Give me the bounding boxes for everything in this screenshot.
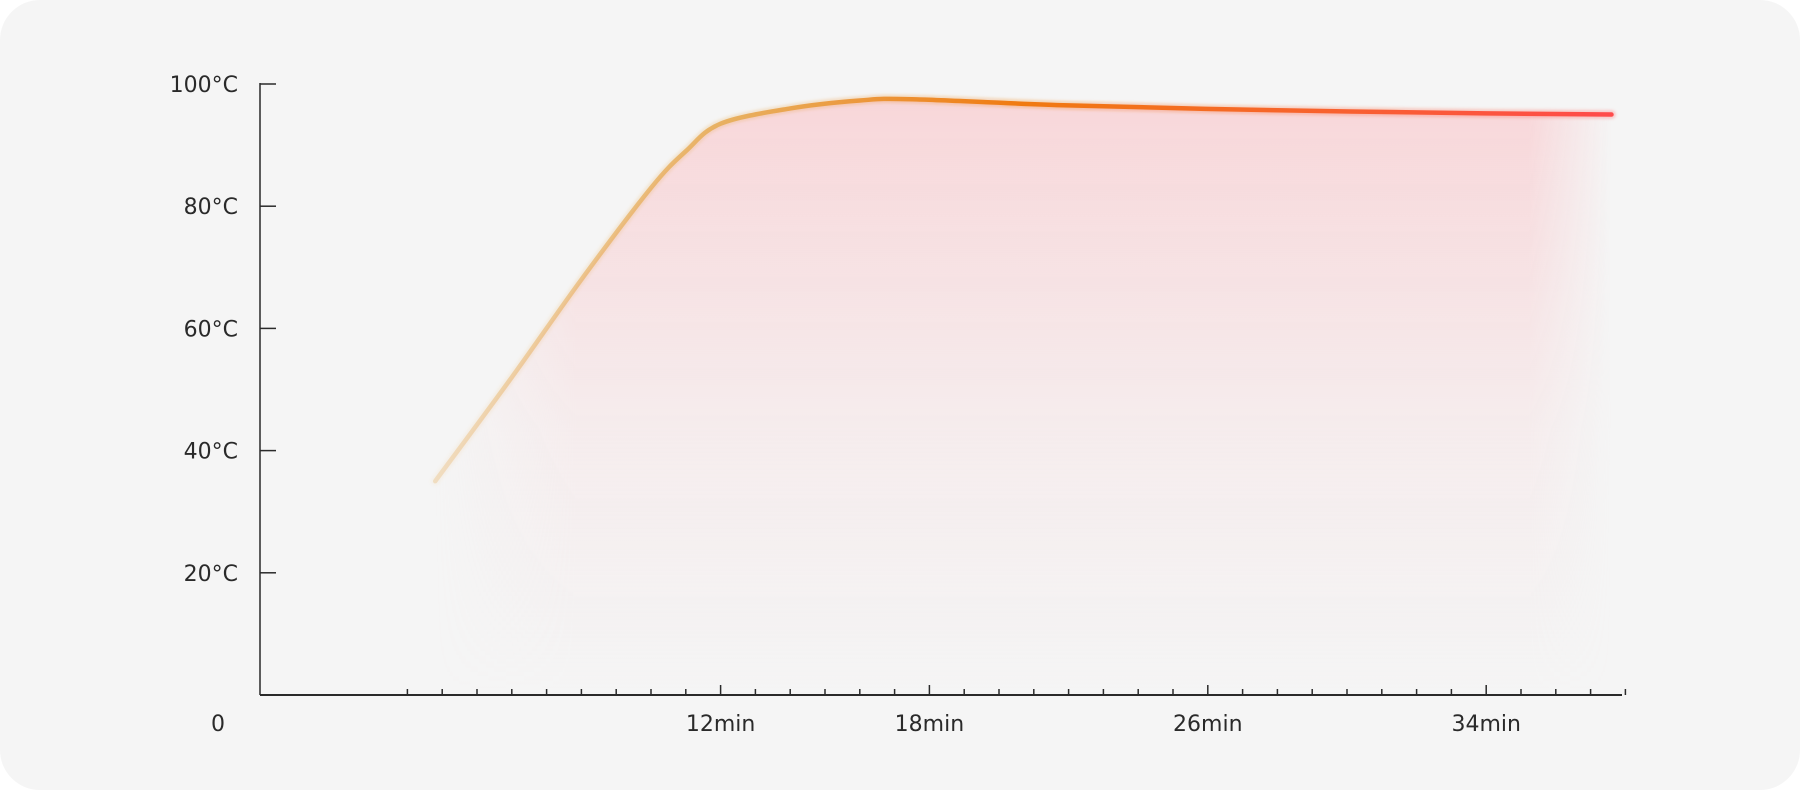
series-line <box>432 96 1614 484</box>
y-tick-label: 60°C <box>184 317 238 342</box>
series-area-fill <box>435 98 1612 695</box>
y-tick-label: 40°C <box>184 440 238 465</box>
origin-label: 0 <box>211 712 225 737</box>
y-tick-label: 80°C <box>184 195 238 220</box>
x-tick-label: 18min <box>895 712 964 737</box>
x-tick-label: 26min <box>1173 712 1242 737</box>
x-tick-label: 12min <box>686 712 755 737</box>
y-tick-label: 20°C <box>184 562 238 587</box>
x-tick-label: 34min <box>1451 712 1520 737</box>
y-tick-label: 100°C <box>170 73 238 98</box>
